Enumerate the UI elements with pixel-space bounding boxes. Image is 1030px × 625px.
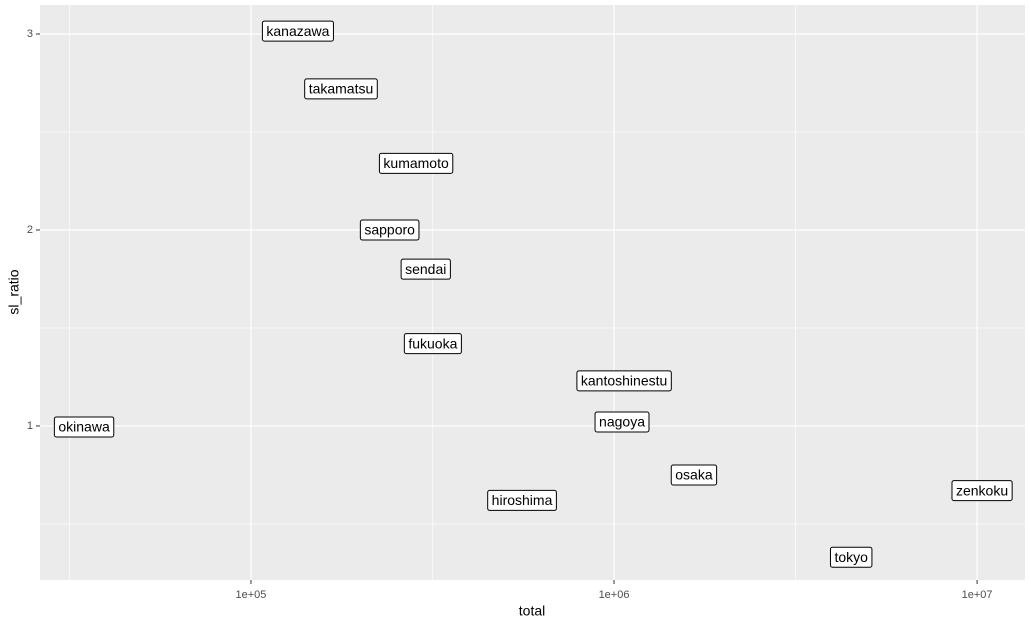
point-label-text: kumamoto — [383, 155, 449, 171]
point-label-text: okinawa — [58, 419, 110, 435]
point-label: kanazawa — [261, 20, 334, 42]
point-label-text: nagoya — [599, 414, 645, 430]
y-tick-label: 1 — [27, 420, 33, 432]
label-box — [594, 411, 650, 433]
x-tick-label: 1e+06 — [599, 589, 630, 601]
x-tick-label: 1e+07 — [962, 589, 993, 601]
label-box — [304, 78, 378, 100]
point-label: sendai — [400, 258, 451, 280]
point-label-text: zenkoku — [956, 482, 1008, 498]
point-label: osaka — [670, 464, 718, 486]
point-label-text: takamatsu — [309, 81, 374, 97]
point-label: okinawa — [53, 416, 115, 438]
label-box — [378, 152, 454, 174]
label-box — [576, 370, 672, 392]
point-label-text: tokyo — [834, 549, 868, 565]
x-tick-label: 1e+05 — [236, 589, 267, 601]
label-box — [487, 489, 557, 511]
point-label-text: kanazawa — [266, 23, 329, 39]
point-label: hiroshima — [487, 489, 557, 511]
y-axis-label: sl_ratio — [6, 269, 22, 314]
label-box — [829, 546, 873, 568]
label-box — [261, 20, 334, 42]
point-label-text: sendai — [405, 261, 446, 277]
point-label: tokyo — [829, 546, 873, 568]
x-axis-label: total — [519, 603, 545, 619]
panel — [40, 5, 1025, 580]
y-tick-label: 3 — [27, 28, 33, 40]
point-label: sapporo — [359, 219, 420, 241]
point-label: kantoshinestu — [576, 370, 672, 392]
label-box — [359, 219, 420, 241]
point-label: fukuoka — [403, 333, 462, 355]
point-label: takamatsu — [304, 78, 378, 100]
point-label-text: kantoshinestu — [581, 373, 667, 389]
label-box — [403, 333, 462, 355]
label-box — [53, 416, 115, 438]
point-label-text: hiroshima — [492, 492, 553, 508]
point-label-text: fukuoka — [408, 335, 457, 351]
label-box — [951, 480, 1013, 502]
label-box — [400, 258, 451, 280]
point-label-text: sapporo — [364, 222, 415, 238]
point-label: kumamoto — [378, 152, 454, 174]
point-label: nagoya — [594, 411, 650, 433]
point-label-text: osaka — [675, 467, 713, 483]
point-label: zenkoku — [951, 480, 1013, 502]
y-tick-label: 2 — [27, 224, 33, 236]
label-box — [670, 464, 718, 486]
